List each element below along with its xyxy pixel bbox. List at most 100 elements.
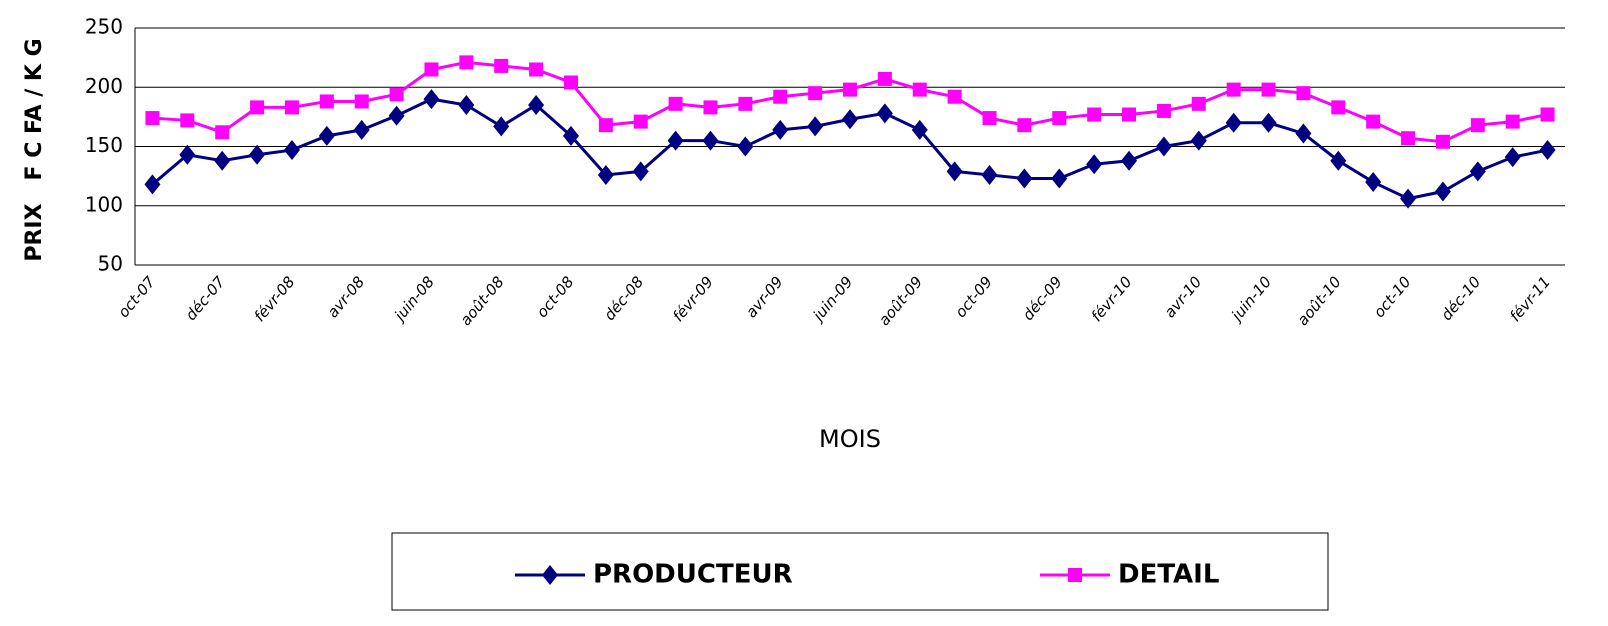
data-point <box>1086 154 1103 175</box>
y-tick-label: 100 <box>85 192 123 216</box>
data-point <box>772 119 789 140</box>
data-point <box>1365 172 1382 193</box>
data-point <box>668 96 683 111</box>
x-tick-label: juin-09 <box>808 273 856 326</box>
data-point <box>1260 112 1277 133</box>
data-point <box>458 95 475 116</box>
data-point <box>145 111 160 126</box>
legend-label: PRODUCTEUR <box>593 560 793 590</box>
data-point <box>284 100 299 115</box>
data-point <box>562 125 579 146</box>
data-point <box>318 125 335 146</box>
x-tick-label: août-09 <box>875 273 926 329</box>
data-point <box>1156 103 1171 118</box>
data-point <box>528 95 545 116</box>
x-tick-label: déc-09 <box>1019 273 1066 324</box>
data-point <box>389 87 404 102</box>
legend-label: DETAIL <box>1118 560 1219 590</box>
data-point <box>250 100 265 115</box>
data-point <box>215 125 230 140</box>
data-point <box>1505 114 1520 129</box>
data-point <box>1366 114 1381 129</box>
y-tick-label: 50 <box>98 252 123 276</box>
data-point <box>1540 107 1555 122</box>
data-point <box>876 103 893 124</box>
x-tick-label: oct-10 <box>1370 273 1415 321</box>
data-point <box>737 136 754 157</box>
x-tick-label: févr-11 <box>1506 273 1554 325</box>
data-point <box>808 86 823 101</box>
data-point <box>1226 82 1241 97</box>
data-point <box>807 116 824 137</box>
data-point <box>249 144 266 165</box>
data-point <box>283 140 300 161</box>
x-tick-label: avr-10 <box>1161 273 1206 321</box>
data-point <box>529 62 544 77</box>
x-axis-label: MOIS <box>819 425 881 453</box>
data-point <box>1017 118 1032 133</box>
data-point <box>494 58 509 73</box>
data-point <box>1087 107 1102 122</box>
y-tick-label: 250 <box>85 15 123 39</box>
data-point <box>598 118 613 133</box>
data-point <box>388 105 405 126</box>
legend-box <box>391 532 1329 611</box>
data-point <box>423 89 440 110</box>
data-point <box>1295 123 1312 144</box>
data-point <box>982 111 997 126</box>
data-point <box>842 109 858 130</box>
data-point <box>1122 107 1137 122</box>
data-point <box>179 144 196 165</box>
data-point <box>738 96 753 111</box>
y-axis-label: PRIX F C FA / K G <box>22 38 47 261</box>
data-point <box>1504 147 1521 168</box>
x-tick-label: oct-09 <box>952 273 997 321</box>
x-tick-label: déc-10 <box>1437 273 1484 324</box>
data-point <box>354 94 369 109</box>
data-point <box>946 161 963 182</box>
x-tick-label: avr-09 <box>742 273 787 321</box>
data-point <box>1261 82 1276 97</box>
x-tick-label: avr-08 <box>324 273 369 321</box>
data-point <box>459 55 474 70</box>
y-tick-label: 200 <box>85 74 123 98</box>
data-point <box>1539 140 1556 161</box>
data-point <box>1435 134 1450 149</box>
x-tick-label: févr-10 <box>1088 273 1136 325</box>
data-point <box>773 89 788 104</box>
data-point <box>843 82 857 97</box>
x-tick-label: août-08 <box>456 273 507 329</box>
data-point <box>981 164 998 185</box>
data-point <box>667 130 684 151</box>
data-point <box>1191 96 1206 111</box>
data-point <box>912 82 927 97</box>
data-point <box>1434 181 1451 202</box>
data-point <box>702 130 719 151</box>
data-point <box>1401 131 1416 146</box>
x-tick-label: juin-10 <box>1227 273 1275 326</box>
data-point <box>947 89 962 104</box>
data-point <box>877 71 892 86</box>
data-point <box>911 119 928 140</box>
data-point <box>1469 161 1486 182</box>
data-point <box>1225 112 1242 133</box>
data-point <box>1016 168 1033 189</box>
data-point <box>1051 168 1068 189</box>
legend-marker <box>1068 568 1082 582</box>
data-point <box>214 150 231 171</box>
data-point <box>1190 130 1207 151</box>
data-point <box>632 161 649 182</box>
data-point <box>563 75 578 90</box>
x-tick-label: oct-07 <box>114 273 159 322</box>
x-tick-label: oct-08 <box>533 273 578 321</box>
data-point <box>703 100 718 115</box>
data-point <box>180 113 195 128</box>
x-tick-label: déc-08 <box>600 273 647 324</box>
x-tick-label: févr-08 <box>250 273 298 325</box>
data-point <box>1296 86 1311 101</box>
x-tick-label: déc-07 <box>182 273 229 324</box>
data-point <box>1400 188 1417 209</box>
data-point <box>597 164 614 185</box>
y-tick-label: 150 <box>85 133 123 157</box>
